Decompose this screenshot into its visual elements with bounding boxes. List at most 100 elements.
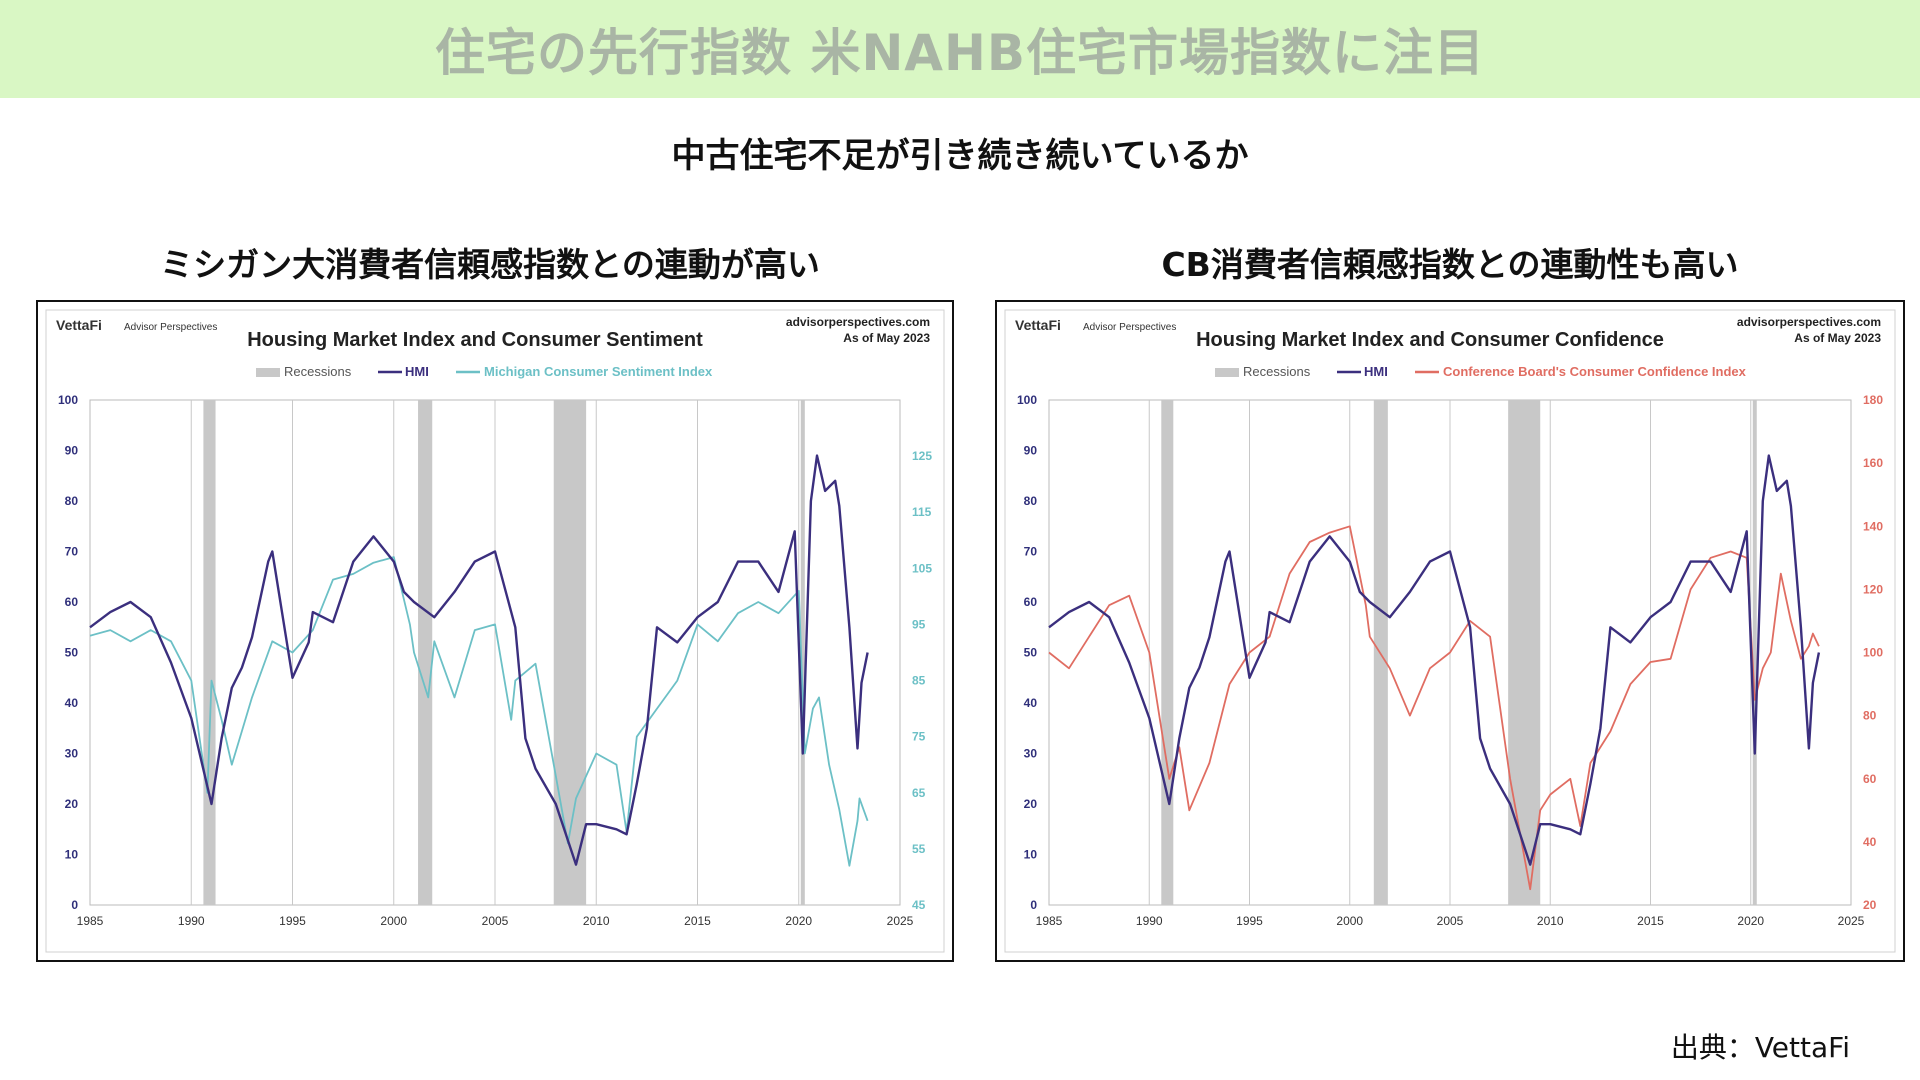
y-tick-right: 20 (1863, 898, 1877, 912)
site-label: advisorperspectives.com (1737, 315, 1881, 329)
x-tick: 2025 (1838, 914, 1865, 928)
source-label: 出典：VettaFi (1670, 1031, 1850, 1064)
y-tick-right: 125 (912, 449, 932, 463)
recession-band (553, 400, 587, 905)
y-tick-left: 40 (1024, 696, 1038, 710)
y-tick-right: 85 (912, 674, 926, 688)
x-tick: 1995 (279, 914, 306, 928)
legend-label-hmi: HMI (405, 364, 429, 379)
y-tick-left: 70 (65, 545, 79, 559)
y-tick-left: 80 (65, 494, 79, 508)
y-tick-left: 50 (1024, 646, 1038, 660)
y-tick-right: 105 (912, 561, 932, 575)
page-subtitle: 中古住宅不足が引き続き続いているか (671, 136, 1249, 176)
y-tick-right: 65 (912, 786, 926, 800)
y-tick-left: 20 (1024, 797, 1038, 811)
x-tick: 2025 (887, 914, 914, 928)
y-tick-right: 80 (1863, 709, 1877, 723)
y-tick-right: 100 (1863, 646, 1883, 660)
brand-logo-text: VettaFi (1015, 317, 1061, 333)
x-tick: 2010 (1537, 914, 1564, 928)
y-tick-left: 100 (58, 393, 78, 407)
x-tick: 2005 (1437, 914, 1464, 928)
recession-band (418, 400, 433, 905)
y-tick-left: 30 (1024, 747, 1038, 761)
y-tick-left: 70 (1024, 545, 1038, 559)
x-tick: 2020 (1737, 914, 1764, 928)
y-tick-right: 95 (912, 617, 926, 631)
chart-legend: Recessions HMI Michigan Consumer Sentiment… (256, 364, 713, 379)
brand-subtitle: Advisor Perspectives (1083, 322, 1176, 333)
legend-swatch-recessions (1215, 368, 1239, 377)
sentiment-chart: VettaFi Advisor Perspectives Housing Marke… (45, 309, 945, 953)
y-tick-left: 10 (65, 848, 79, 862)
y-tick-left: 50 (65, 646, 79, 660)
y-axis-right: 20 40 60 80 100 120 140 160 180 (1863, 393, 1883, 912)
chart-title: Housing Market Index and Consumer Confid… (1196, 329, 1664, 351)
y-tick-right: 55 (912, 842, 926, 856)
legend-label-secondary: Conference Board's Consumer Confidence I… (1443, 364, 1747, 379)
confidence-chart-frame: VettaFi Advisor Perspectives Housing Marke… (995, 300, 1905, 962)
y-tick-right: 45 (912, 898, 926, 912)
x-tick: 1985 (77, 914, 104, 928)
y-axis-left: 0 10 20 30 40 50 60 70 80 90 100 (1017, 393, 1037, 912)
as-of-label: As of May 2023 (1794, 331, 1881, 345)
x-tick: 1990 (178, 914, 205, 928)
legend-swatch-recessions (256, 368, 280, 377)
right-panel-heading: CB消費者信頼感指数との連動性も高い (1161, 245, 1739, 284)
y-tick-right: 140 (1863, 519, 1883, 533)
y-tick-left: 90 (65, 444, 79, 458)
y-tick-right: 60 (1863, 772, 1877, 786)
chart-legend: Recessions HMI Conference Board's Consumer… (1215, 364, 1747, 379)
recession-band (1752, 400, 1757, 905)
y-tick-left: 30 (65, 747, 79, 761)
x-tick: 2020 (785, 914, 812, 928)
x-tick: 2015 (684, 914, 711, 928)
x-tick: 2005 (482, 914, 509, 928)
y-tick-right: 115 (912, 505, 932, 519)
recession-band (1161, 400, 1174, 905)
secondary-series-line (89, 556, 869, 867)
confidence-chart: VettaFi Advisor Perspectives Housing Marke… (1004, 309, 1896, 953)
y-tick-left: 0 (71, 898, 78, 912)
x-tick: 2015 (1637, 914, 1664, 928)
y-tick-right: 180 (1863, 393, 1883, 407)
y-tick-left: 0 (1030, 898, 1037, 912)
chart-title: Housing Market Index and Consumer Sentim… (247, 329, 703, 351)
y-tick-left: 100 (1017, 393, 1037, 407)
legend-label-recessions: Recessions (1243, 364, 1311, 379)
x-tick: 1990 (1136, 914, 1163, 928)
x-tick: 2010 (583, 914, 610, 928)
y-tick-right: 75 (912, 730, 926, 744)
brand-subtitle: Advisor Perspectives (124, 322, 217, 333)
hmi-series-line (89, 454, 869, 866)
y-tick-left: 40 (65, 696, 79, 710)
x-axis: 1985 1990 1995 2000 2005 2010 2015 2020 2025 (1036, 914, 1865, 928)
recession-band (800, 400, 805, 905)
y-tick-left: 10 (1024, 848, 1038, 862)
x-tick: 2000 (380, 914, 407, 928)
legend-label-hmi: HMI (1364, 364, 1388, 379)
y-tick-left: 90 (1024, 444, 1038, 458)
recession-band (203, 400, 216, 905)
gridlines (190, 400, 800, 905)
secondary-series-line (1048, 525, 1820, 891)
brand-logo-text: VettaFi (56, 317, 102, 333)
as-of-label: As of May 2023 (843, 331, 930, 345)
x-tick: 1995 (1236, 914, 1263, 928)
legend-label-recessions: Recessions (284, 364, 352, 379)
y-tick-right: 40 (1863, 835, 1877, 849)
y-tick-right: 120 (1863, 582, 1883, 596)
y-axis-left: 0 10 20 30 40 50 60 70 80 90 100 (58, 393, 78, 912)
recession-band (1508, 400, 1541, 905)
sentiment-chart-frame: VettaFi Advisor Perspectives Housing Marke… (36, 300, 954, 962)
page-title: 住宅の先行指数 米NAHB住宅市場指数に注目 (435, 24, 1485, 82)
site-label: advisorperspectives.com (786, 315, 930, 329)
y-tick-left: 80 (1024, 494, 1038, 508)
y-tick-left: 20 (65, 797, 79, 811)
x-axis: 1985 1990 1995 2000 2005 2010 2015 2020 2025 (77, 914, 914, 928)
recession-bands (203, 400, 805, 905)
y-tick-right: 160 (1863, 456, 1883, 470)
y-axis-right: 45 55 65 75 85 95 105 115 125 (912, 449, 932, 912)
y-tick-left: 60 (65, 595, 79, 609)
